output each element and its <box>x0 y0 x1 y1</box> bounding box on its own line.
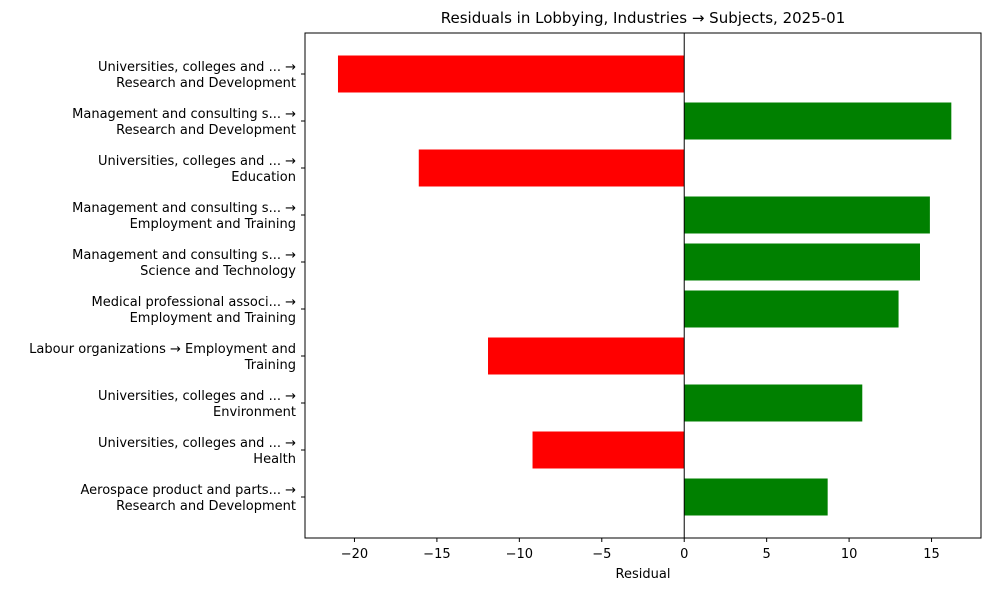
x-tick-label: −5 <box>592 547 611 562</box>
x-axis-label: Residual <box>616 567 671 582</box>
bar <box>488 337 685 375</box>
y-tick-label: Management and consulting s... → Employme… <box>72 201 296 232</box>
y-tick-label-line: Environment <box>213 405 296 420</box>
y-tick-label-line: Management and consulting s... → <box>72 107 296 122</box>
y-tick-label-line: Management and consulting s... → <box>72 248 296 263</box>
y-axis: Universities, colleges and ... → Research… <box>29 60 305 514</box>
x-tick-label: −20 <box>341 547 368 562</box>
y-tick-label: Management and consulting s... → Science … <box>72 248 296 279</box>
y-tick-label: Universities, colleges and ... → Health <box>98 436 296 467</box>
y-tick-label: Labour organizations → Employment and Tra… <box>29 342 296 373</box>
bar <box>684 102 952 140</box>
y-tick-label-line: Research and Development <box>116 76 296 91</box>
bar <box>684 384 863 422</box>
y-tick-label-line: Medical professional associ... → <box>92 295 297 310</box>
bar <box>337 55 685 93</box>
y-tick-label-line: Universities, colleges and ... → <box>98 154 296 169</box>
y-tick-label: Universities, colleges and ... → Environm… <box>98 389 296 420</box>
y-tick-label-line: Employment and Training <box>130 217 296 232</box>
x-tick-label: 0 <box>680 547 688 562</box>
x-tick-label: −10 <box>506 547 533 562</box>
y-tick-label-line: Universities, colleges and ... → <box>98 389 296 404</box>
y-tick-label: Aerospace product and parts... → Research… <box>80 483 296 514</box>
y-tick-label: Management and consulting s... → Research… <box>72 107 296 138</box>
y-tick-label-line: Education <box>231 170 296 185</box>
y-tick-label-line: Science and Technology <box>140 264 296 279</box>
bars-group <box>337 55 952 516</box>
x-tick-label: 15 <box>923 547 940 562</box>
bar <box>684 196 930 234</box>
bar <box>532 431 685 469</box>
bar <box>684 478 828 516</box>
y-tick-label-line: Labour organizations → Employment and <box>29 342 296 357</box>
y-tick-label-line: Universities, colleges and ... → <box>98 60 296 75</box>
y-tick-label-line: Management and consulting s... → <box>72 201 296 216</box>
bar <box>684 243 920 281</box>
plot-frame <box>304 32 982 539</box>
y-tick-label-line: Aerospace product and parts... → <box>80 483 296 498</box>
y-tick-label-line: Employment and Training <box>130 311 296 326</box>
y-tick-label: Universities, colleges and ... → Research… <box>98 60 296 91</box>
x-tick-label: 10 <box>841 547 858 562</box>
y-tick-label-line: Health <box>253 452 296 467</box>
x-tick-label: 5 <box>763 547 771 562</box>
y-tick-label-line: Universities, colleges and ... → <box>98 436 296 451</box>
y-tick-label-line: Training <box>244 358 296 373</box>
chart-title: Residuals in Lobbying, Industries → Subj… <box>441 9 846 27</box>
y-tick-label: Medical professional associ... → Employme… <box>92 295 297 326</box>
bar <box>418 149 685 187</box>
y-tick-label: Universities, colleges and ... → Educatio… <box>98 154 296 185</box>
y-tick-label-line: Research and Development <box>116 499 296 514</box>
x-tick-label: −15 <box>423 547 450 562</box>
x-axis: −20 −15 −10 −5 0 5 10 15 <box>341 538 940 562</box>
bar <box>684 290 899 328</box>
y-tick-label-line: Research and Development <box>116 123 296 138</box>
